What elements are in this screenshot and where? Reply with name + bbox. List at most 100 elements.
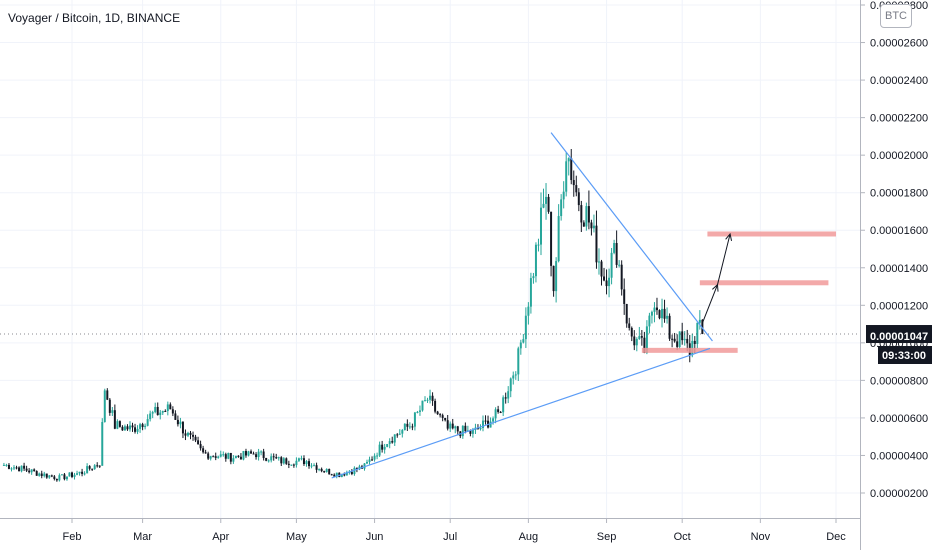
candle (209, 455, 212, 461)
candle-body (479, 428, 482, 430)
candle-body (93, 465, 96, 470)
candle (126, 424, 129, 431)
candle (590, 219, 593, 236)
candle (635, 337, 638, 352)
candle (207, 451, 210, 460)
candle (285, 457, 288, 465)
candle-body (212, 456, 215, 458)
countdown-tag-background (878, 346, 932, 364)
candle-body (35, 471, 38, 476)
candle-body (282, 458, 285, 464)
x-tick-label: Jul (443, 531, 457, 543)
candle (600, 259, 603, 286)
candle (671, 334, 674, 348)
candle (325, 468, 328, 473)
candle (53, 475, 56, 481)
y-axis[interactable]: 0.00000200 0.00000400 0.00000600 0.00000800… (860, 0, 928, 500)
x-axis[interactable]: Feb Mar Apr May Jun Jul Aug Sep Oct Nov Dec (63, 518, 847, 543)
candle-body (73, 474, 76, 477)
candle-body (123, 426, 126, 431)
candle-body (494, 409, 497, 419)
candle-body (33, 469, 36, 472)
candle (424, 396, 427, 402)
candle-body (671, 338, 674, 340)
annotations (0, 132, 860, 479)
candle (673, 332, 676, 343)
candle (275, 453, 278, 460)
candle (381, 440, 384, 453)
candle (38, 472, 41, 477)
candle (434, 398, 437, 414)
x-tick-label: Sep (597, 531, 617, 543)
candle (597, 248, 600, 275)
candle (429, 389, 432, 404)
candle (300, 455, 303, 461)
candle-body (116, 421, 119, 429)
candle (287, 460, 290, 469)
candle-body (534, 244, 537, 277)
candle-body (335, 472, 338, 477)
candle (149, 410, 152, 422)
candle (587, 190, 590, 230)
candle (197, 436, 200, 445)
candle-body (267, 460, 270, 462)
candle-body (522, 339, 525, 343)
grid (0, 0, 860, 518)
candle-body (580, 205, 583, 223)
candle-body (666, 315, 669, 319)
candle-body (270, 456, 273, 461)
candle (388, 438, 391, 449)
candle (514, 371, 517, 380)
candle-body (401, 430, 404, 434)
candle (318, 468, 321, 472)
candle-body (23, 465, 26, 469)
candle (416, 410, 419, 414)
candle-body (673, 338, 676, 342)
candle-body (156, 406, 159, 416)
candle (650, 310, 653, 324)
candle-body (345, 472, 348, 476)
last-price-tag: 0.00001047 (866, 325, 932, 344)
candle-body (166, 404, 169, 412)
candle (159, 409, 162, 420)
candle-body (373, 455, 376, 460)
currency-button[interactable]: BTC (880, 4, 912, 28)
candle-body (386, 444, 389, 447)
candle (502, 395, 505, 417)
candle (96, 462, 99, 468)
candle (40, 470, 43, 479)
candle (242, 450, 245, 461)
candle-body (244, 451, 247, 456)
candle (103, 388, 106, 423)
horizontal-zone (707, 231, 836, 237)
candle (270, 453, 273, 463)
candle-body (398, 433, 401, 435)
candle (366, 459, 369, 465)
candle (121, 425, 124, 431)
candle (567, 157, 570, 176)
horizontal-zone (641, 347, 738, 353)
candle-body (131, 425, 134, 428)
candle-body (613, 243, 616, 253)
candle-body (71, 472, 73, 477)
candle (71, 471, 73, 479)
candle (212, 455, 215, 458)
candle-body (545, 196, 548, 204)
candle (23, 462, 26, 471)
x-tick-label: May (286, 531, 307, 543)
candle (295, 457, 298, 468)
candle-body (555, 261, 558, 292)
candle (494, 407, 497, 424)
horizontal-zone (699, 280, 829, 286)
candle-body (328, 469, 331, 475)
candle (308, 458, 311, 469)
candle-body (28, 470, 31, 473)
y-tick-label: 0.00002400 (870, 75, 928, 87)
candle-body (134, 427, 137, 432)
candle (78, 471, 81, 476)
candle-body (615, 243, 618, 265)
candles (2, 149, 704, 482)
candle (623, 278, 626, 315)
candle-body (504, 397, 507, 399)
candle (111, 406, 114, 417)
